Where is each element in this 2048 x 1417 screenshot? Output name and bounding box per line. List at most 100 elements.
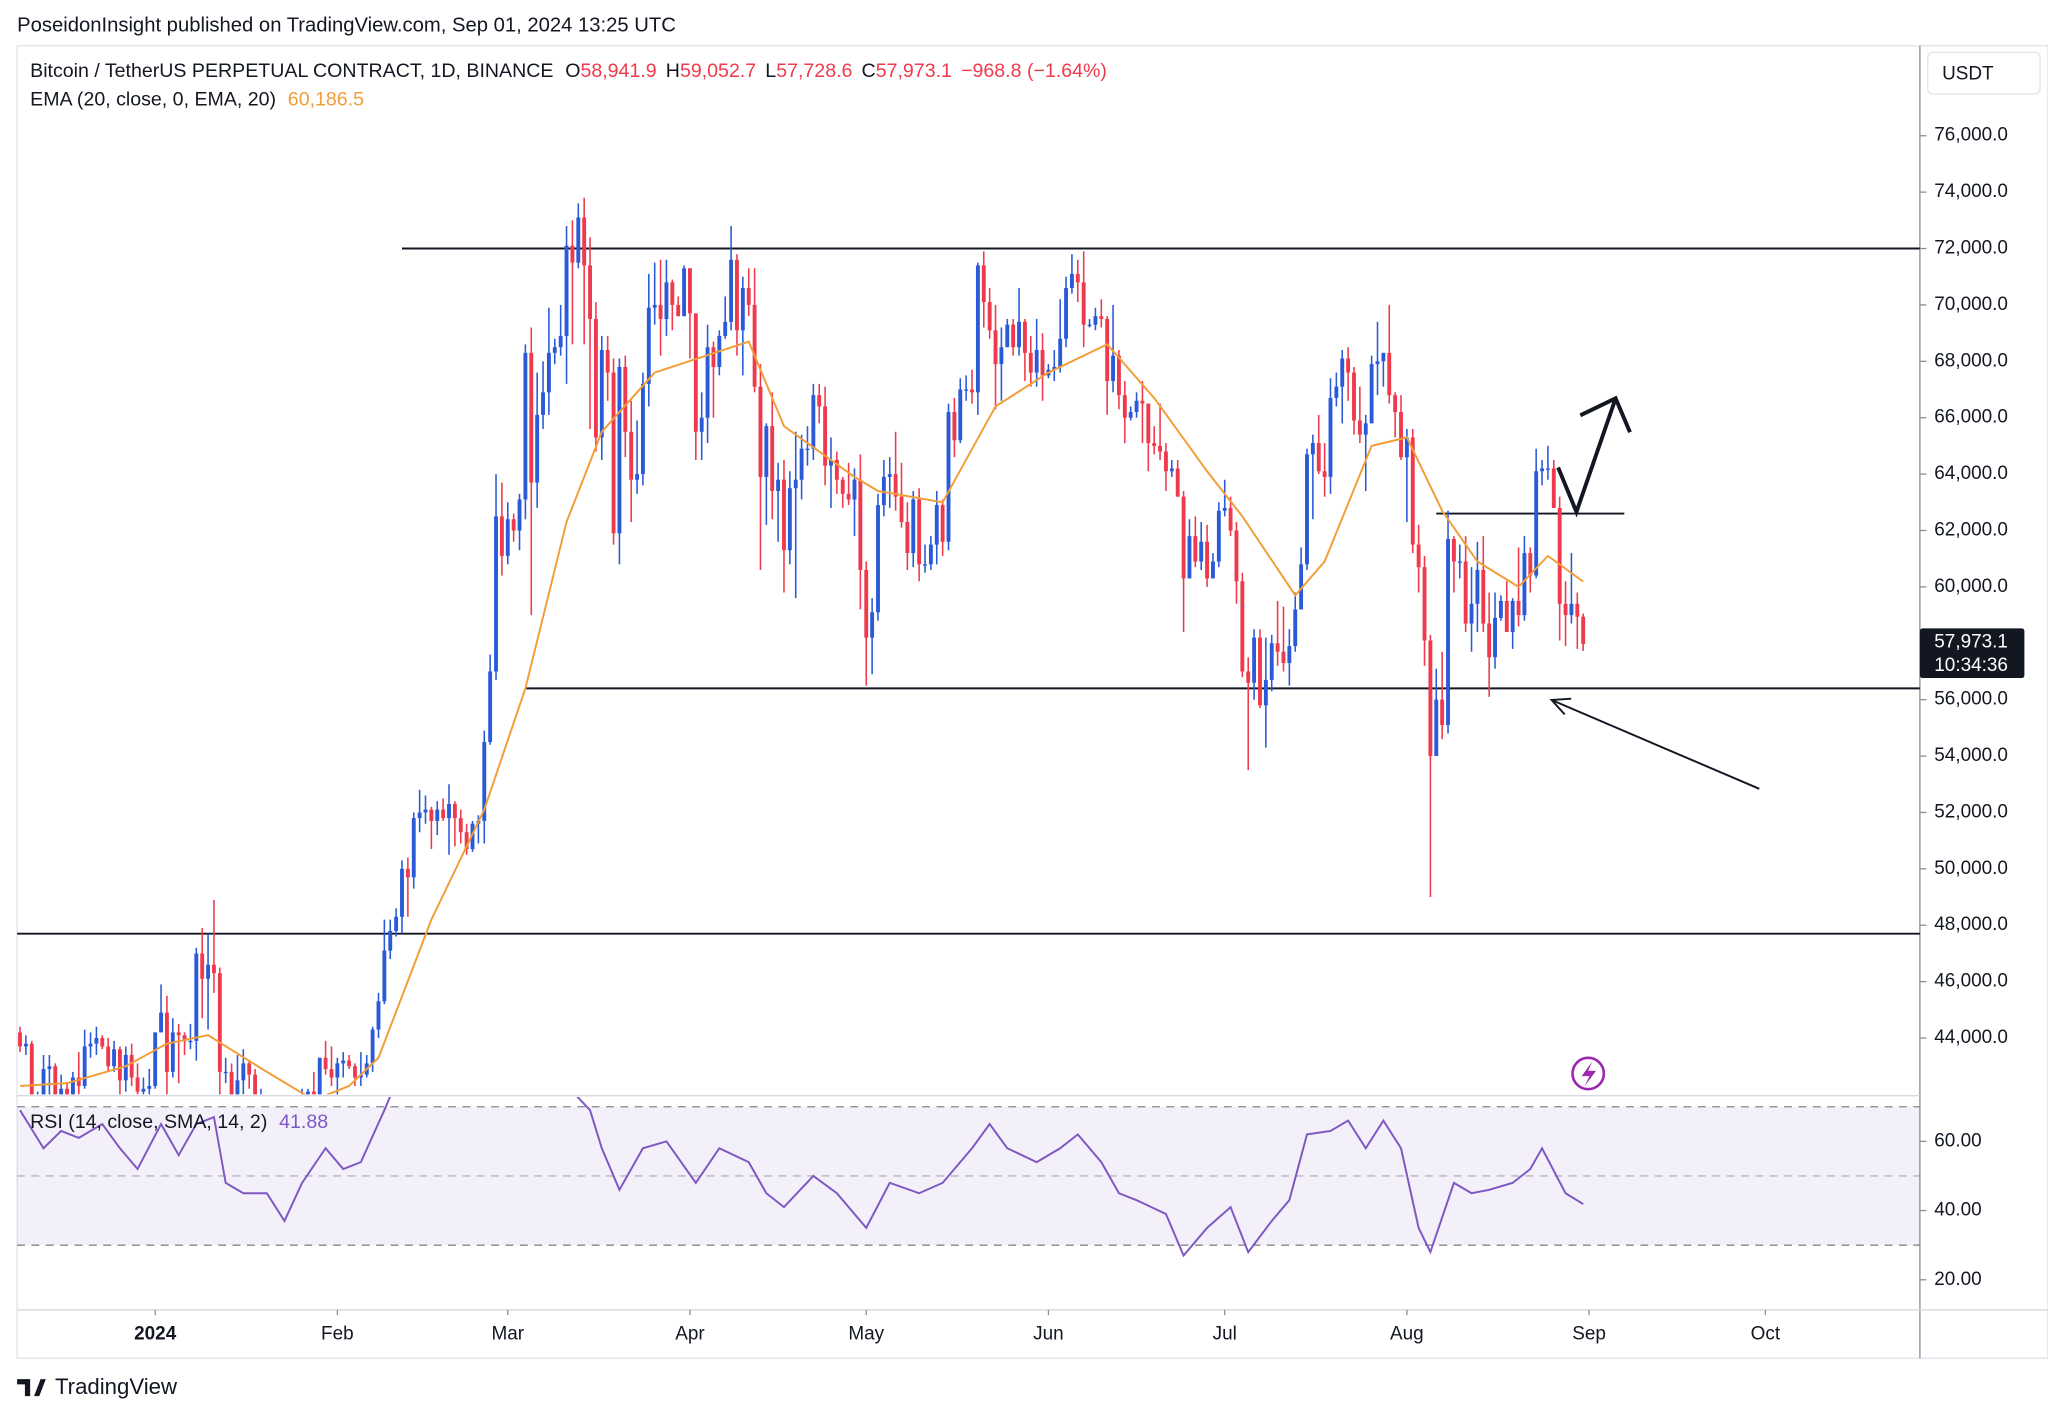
ema-value: 60,186.5 (288, 89, 364, 111)
candle-body (928, 544, 933, 565)
candle-body (1363, 423, 1368, 435)
candle-body (1346, 358, 1351, 373)
candle-body (1522, 553, 1527, 616)
candle-body (29, 1043, 34, 1095)
candle-body (1410, 437, 1415, 545)
candle-body (194, 953, 199, 1041)
candle-body (1334, 386, 1339, 398)
candle-body (1164, 451, 1168, 472)
candle-body (141, 1088, 146, 1092)
candle-body (881, 476, 886, 506)
ohlc-value: 59,052.7 (680, 60, 756, 82)
candle-body (1451, 538, 1456, 562)
candle-body (834, 459, 839, 480)
candle-body (1557, 507, 1562, 604)
candle-body (1287, 646, 1292, 664)
candle-body (358, 1074, 363, 1078)
candle-body (964, 389, 969, 391)
candle-body (1393, 395, 1398, 413)
candle-body (229, 1071, 234, 1095)
x-tick-label: Jul (1213, 1324, 1237, 1345)
candle-body (176, 1032, 181, 1036)
candle-body (1181, 496, 1186, 579)
candle-body (1569, 603, 1574, 616)
candle-body (70, 1077, 75, 1095)
rsi-value: 41.88 (279, 1111, 328, 1133)
candle-body (1310, 443, 1315, 455)
candle-body (253, 1074, 258, 1095)
currency-box[interactable] (1927, 51, 2041, 95)
candle-body (1534, 471, 1539, 576)
candle-body (188, 1040, 193, 1043)
y-tick-label: 48,000.0 (1934, 914, 2008, 935)
candle-body (793, 479, 798, 489)
candle-body (564, 245, 569, 336)
candle-body (952, 412, 957, 441)
candle-body (112, 1049, 116, 1067)
rsi-name: RSI (14, close, SMA, 14, 2) (30, 1111, 267, 1133)
candle-body (934, 505, 939, 545)
last-price-label: 57,973.1 (1934, 632, 2008, 653)
candle-body (729, 259, 734, 322)
candle-body (670, 282, 675, 305)
candle-body (241, 1063, 246, 1081)
candle-body (1175, 468, 1180, 497)
candle-body (770, 426, 775, 492)
drawn-arrow (1556, 397, 1618, 518)
candle-body (41, 1069, 46, 1095)
candle-body (535, 414, 540, 483)
candle-body (1216, 510, 1221, 562)
candle-body (541, 392, 545, 415)
candle-body (1187, 536, 1192, 579)
candle-body (852, 479, 857, 500)
candle-body (887, 474, 892, 477)
drawn-arrowhead (1549, 697, 1572, 716)
candle-body (100, 1038, 105, 1047)
candle-body (18, 1032, 22, 1047)
rsi-line (19, 1097, 1584, 1258)
candle-body (1099, 316, 1104, 320)
candle-body (576, 217, 581, 263)
candle-body (699, 417, 704, 432)
candle-body (1381, 352, 1386, 362)
candle-body (59, 1088, 64, 1095)
candle-body (1469, 603, 1474, 624)
candle-body (1352, 372, 1356, 421)
candle-body (1375, 361, 1380, 365)
candle-body (1069, 273, 1074, 288)
x-tick-label: Apr (675, 1324, 704, 1345)
candle-body (1240, 581, 1245, 672)
candle-body (1269, 643, 1274, 680)
candle-body (441, 809, 446, 819)
alert-icon[interactable] (1571, 1056, 1606, 1091)
y-tick-label: 70,000.0 (1934, 294, 2008, 315)
candle-body (1275, 643, 1280, 652)
candle-body (517, 499, 522, 531)
y-tick-label: 74,000.0 (1934, 181, 2008, 202)
candle-body (1105, 319, 1110, 382)
axes: 44,000.0 46,000.0 48,000.0 50,000.0 52,000.0… (134, 125, 2025, 1345)
candle-body (341, 1060, 346, 1064)
candle-body (1316, 443, 1321, 472)
candle-body (740, 287, 745, 331)
candle-body (764, 426, 769, 477)
candle-body (981, 265, 986, 303)
candle-body (588, 265, 592, 320)
candle-body (117, 1049, 122, 1081)
candle-body (676, 304, 681, 317)
candle-body (1328, 397, 1333, 477)
candle-body (382, 950, 387, 1002)
candle-body (1258, 637, 1262, 706)
candle-body (470, 823, 475, 850)
y-tick-label: 46,000.0 (1934, 971, 2008, 992)
candle-body (1263, 679, 1268, 706)
y-tick-label: 66,000.0 (1934, 407, 2008, 428)
candle-body (1193, 536, 1198, 562)
candle-body (1034, 350, 1039, 373)
candle-body (958, 389, 963, 441)
candle-body (782, 479, 786, 551)
candle-body (776, 479, 781, 492)
ohlc-key: C (862, 60, 876, 82)
candle-body (47, 1066, 52, 1070)
